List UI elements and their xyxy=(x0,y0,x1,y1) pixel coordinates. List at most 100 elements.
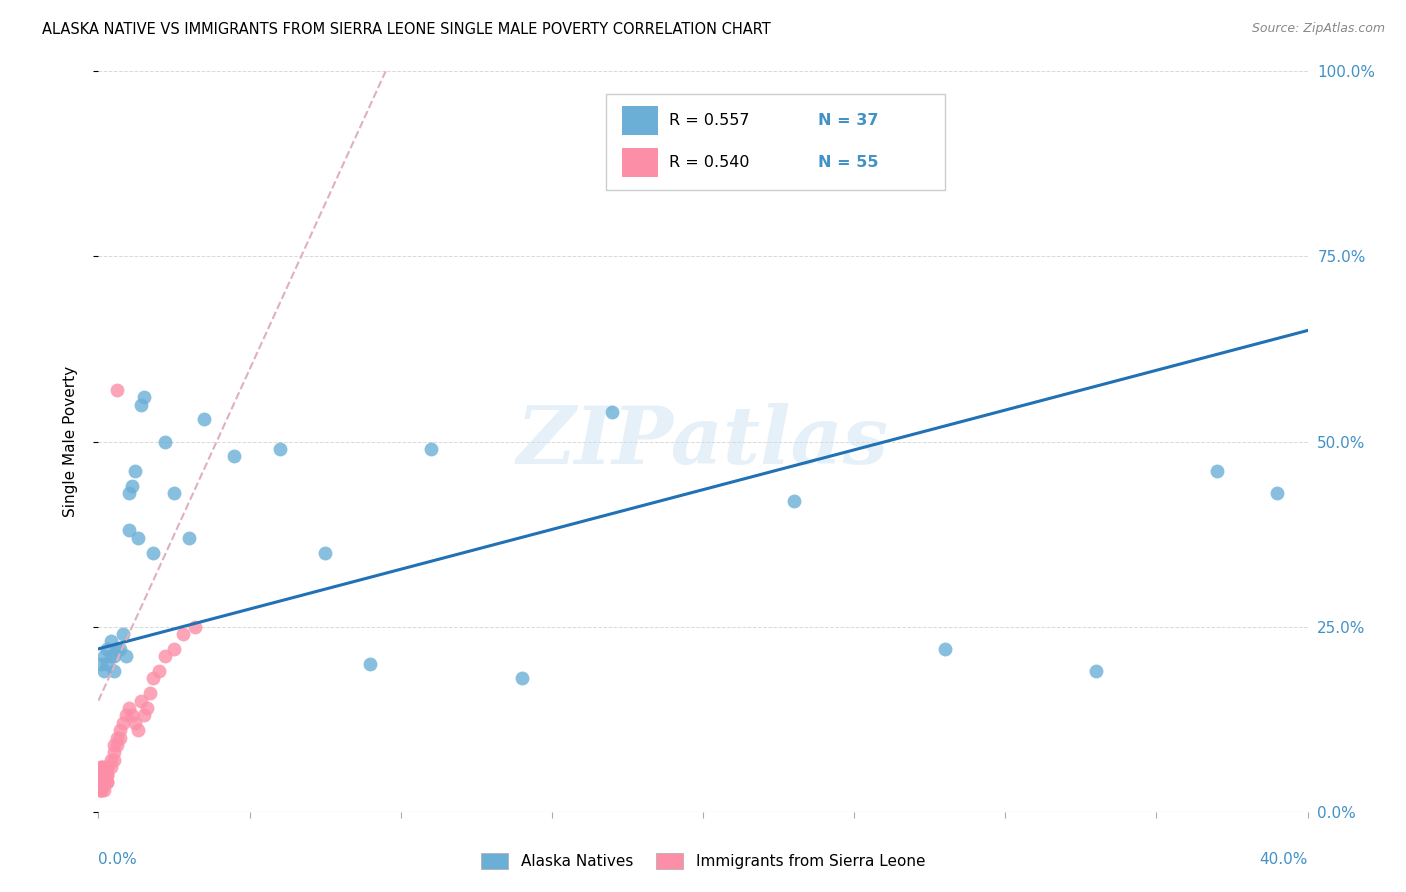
Point xyxy=(90,767,112,781)
Point xyxy=(510,672,533,686)
Point xyxy=(93,760,115,774)
Point xyxy=(103,738,125,752)
Point xyxy=(93,767,115,781)
Point xyxy=(108,723,131,738)
Point xyxy=(118,701,141,715)
Point xyxy=(121,708,143,723)
Point xyxy=(105,383,128,397)
Point xyxy=(135,701,157,715)
Point xyxy=(96,775,118,789)
Point xyxy=(90,775,112,789)
Point xyxy=(89,775,111,789)
Point xyxy=(142,672,165,686)
Point xyxy=(111,715,134,730)
Text: Source: ZipAtlas.com: Source: ZipAtlas.com xyxy=(1251,22,1385,36)
Text: N = 55: N = 55 xyxy=(818,155,879,170)
Point xyxy=(163,486,186,500)
Point xyxy=(121,479,143,493)
Point xyxy=(1267,486,1289,500)
Point xyxy=(96,657,118,671)
Bar xyxy=(621,106,658,135)
Point xyxy=(114,708,136,723)
Point xyxy=(90,775,112,789)
Point xyxy=(114,649,136,664)
Point xyxy=(96,767,118,781)
Point xyxy=(89,775,111,789)
Point xyxy=(103,664,125,678)
Point xyxy=(163,641,186,656)
Point xyxy=(111,627,134,641)
Point xyxy=(90,782,112,797)
Point xyxy=(90,782,112,797)
Point xyxy=(103,649,125,664)
Point xyxy=(103,753,125,767)
Point xyxy=(100,649,122,664)
Point xyxy=(124,715,146,730)
Point xyxy=(105,731,128,745)
Point xyxy=(93,664,115,678)
Point xyxy=(193,412,215,426)
Point xyxy=(142,546,165,560)
Point xyxy=(100,753,122,767)
Point xyxy=(1085,664,1108,678)
Text: 40.0%: 40.0% xyxy=(1260,853,1308,867)
Point xyxy=(93,782,115,797)
Point xyxy=(118,524,141,538)
Point xyxy=(153,434,176,449)
Text: R = 0.540: R = 0.540 xyxy=(669,155,749,170)
Point xyxy=(139,686,162,700)
Point xyxy=(96,641,118,656)
Point xyxy=(100,760,122,774)
Text: 0.0%: 0.0% xyxy=(98,853,138,867)
Point xyxy=(93,775,115,789)
Point xyxy=(96,767,118,781)
Point xyxy=(90,775,112,789)
Text: ALASKA NATIVE VS IMMIGRANTS FROM SIERRA LEONE SINGLE MALE POVERTY CORRELATION CH: ALASKA NATIVE VS IMMIGRANTS FROM SIERRA … xyxy=(42,22,770,37)
Y-axis label: Single Male Poverty: Single Male Poverty xyxy=(63,366,77,517)
Point xyxy=(129,398,152,412)
Point xyxy=(90,760,112,774)
Point xyxy=(90,657,112,671)
Point xyxy=(89,782,111,797)
Point xyxy=(89,767,111,781)
Point xyxy=(90,767,112,781)
Point xyxy=(93,649,115,664)
Point xyxy=(132,708,155,723)
FancyBboxPatch shape xyxy=(606,94,945,190)
Point xyxy=(172,627,194,641)
Point xyxy=(93,775,115,789)
Point xyxy=(1206,464,1229,478)
Point xyxy=(127,723,149,738)
Legend: Alaska Natives, Immigrants from Sierra Leone: Alaska Natives, Immigrants from Sierra L… xyxy=(475,847,931,875)
Text: R = 0.557: R = 0.557 xyxy=(669,113,749,128)
Point xyxy=(105,641,128,656)
Point xyxy=(96,760,118,774)
Point xyxy=(118,486,141,500)
Point xyxy=(90,760,112,774)
Point xyxy=(124,464,146,478)
Point xyxy=(179,531,201,545)
Point xyxy=(105,738,128,752)
Point xyxy=(360,657,382,671)
Point xyxy=(129,694,152,708)
Point xyxy=(93,767,115,781)
Point xyxy=(224,450,246,464)
Point xyxy=(100,634,122,648)
Point xyxy=(269,442,291,456)
Point xyxy=(153,649,176,664)
Point xyxy=(90,775,112,789)
Point xyxy=(148,664,170,678)
Point xyxy=(420,442,443,456)
Point xyxy=(184,619,207,633)
Point xyxy=(93,775,115,789)
Point xyxy=(934,641,956,656)
Point xyxy=(602,405,624,419)
Point xyxy=(96,775,118,789)
Point xyxy=(103,746,125,760)
Point xyxy=(108,731,131,745)
Point xyxy=(90,782,112,797)
Bar xyxy=(621,148,658,178)
Point xyxy=(132,390,155,404)
Point xyxy=(108,641,131,656)
Point xyxy=(783,493,806,508)
